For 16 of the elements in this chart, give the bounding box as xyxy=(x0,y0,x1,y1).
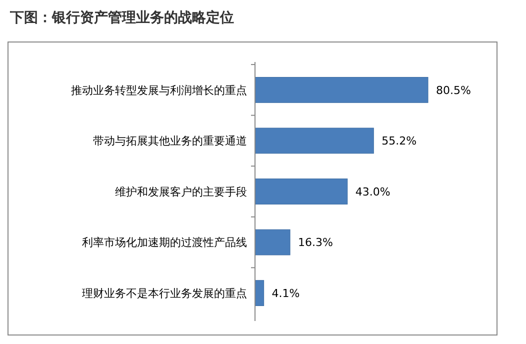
y-tick-label: 推动业务转型发展与利润增长的重点 xyxy=(71,84,247,97)
y-tick-label: 带动与拓展其他业务的重要通道 xyxy=(93,134,247,148)
data-label: 55.2% xyxy=(382,134,417,148)
data-label: 16.3% xyxy=(298,236,333,250)
data-label: 80.5% xyxy=(436,84,471,97)
y-tick-label: 利率市场化加速期的过渡性产品线 xyxy=(82,236,247,250)
bar xyxy=(254,76,428,103)
y-tick-label: 维护和发展客户的主要手段 xyxy=(115,185,247,198)
bar xyxy=(254,178,348,204)
bar xyxy=(254,280,264,306)
text: 下图：银行资产管理业务的战略定位 xyxy=(9,9,234,26)
bar xyxy=(254,128,374,154)
data-label: 4.1% xyxy=(272,286,300,300)
data-label: 43.0% xyxy=(355,185,390,198)
y-tick-label: 理财业务不是本行业务发展的重点 xyxy=(82,286,247,300)
bar xyxy=(254,229,290,256)
